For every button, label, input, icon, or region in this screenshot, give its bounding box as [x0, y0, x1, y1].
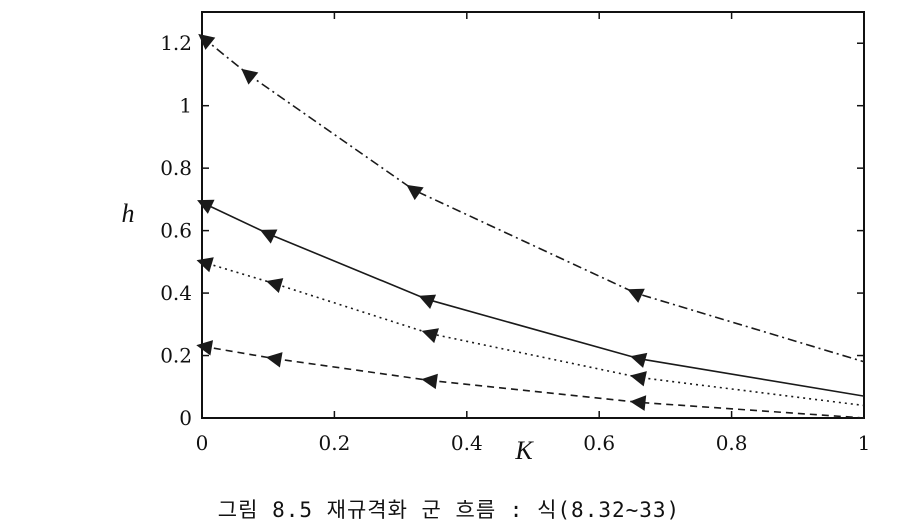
chart: 0 0.2 0.4 0.6 0.8 1 0 0.2 0.4 0.6 0.8 1 1.2 K h — [122, 11, 870, 465]
flow-arrow-marker — [629, 371, 647, 387]
y-tick-label: 0.2 — [160, 344, 192, 368]
flow-arrow-marker — [406, 184, 424, 201]
y-tick-label: 0.4 — [160, 281, 192, 305]
flow-arrow-marker — [266, 278, 284, 294]
flow-arrow-marker — [241, 68, 259, 85]
y-tick-label: 0.6 — [160, 219, 192, 243]
figure-caption: 그림 8.5 재규격화 군 흐름 : 식(8.32~33) — [217, 498, 681, 522]
x-tick-label: 0.4 — [451, 431, 483, 455]
x-tick-label: 0.8 — [716, 431, 748, 455]
y-tick-label: 0 — [179, 406, 192, 430]
y-axis-title: h — [122, 199, 135, 228]
plot-frame — [201, 11, 865, 419]
series-line — [201, 36, 865, 363]
y-tick-label: 0.8 — [160, 156, 192, 180]
y-tick-label: 1 — [179, 94, 192, 118]
x-tick-label: 0.6 — [583, 431, 615, 455]
flow-arrow-marker — [630, 352, 648, 368]
x-axis-title: K — [514, 436, 534, 465]
series-line — [201, 261, 865, 407]
flow-arrow-marker — [196, 257, 214, 273]
x-tick-label: 0 — [196, 431, 209, 455]
x-tick-label: 0.2 — [318, 431, 350, 455]
flow-arrow-marker — [629, 395, 647, 411]
flow-arrow-marker — [196, 340, 214, 356]
flow-arrow-marker — [265, 352, 283, 368]
series-line — [201, 201, 865, 397]
flow-arrow-marker — [197, 199, 215, 214]
y-tick-label: 1.2 — [160, 31, 192, 55]
series-line — [201, 345, 865, 419]
flow-arrow-marker — [418, 294, 437, 310]
ticks — [201, 12, 865, 419]
flow-arrow-marker — [421, 328, 439, 344]
x-tick-label: 1 — [858, 431, 871, 455]
flow-arrow-marker — [627, 288, 645, 303]
flow-arrow-marker — [198, 33, 216, 50]
series-markers — [196, 33, 648, 411]
flow-arrow-marker — [421, 373, 438, 390]
tick-labels: 0 0.2 0.4 0.6 0.8 1 0 0.2 0.4 0.6 0.8 1 1.2 — [160, 31, 870, 455]
flow-arrow-marker — [259, 229, 278, 244]
series-lines — [201, 36, 865, 419]
